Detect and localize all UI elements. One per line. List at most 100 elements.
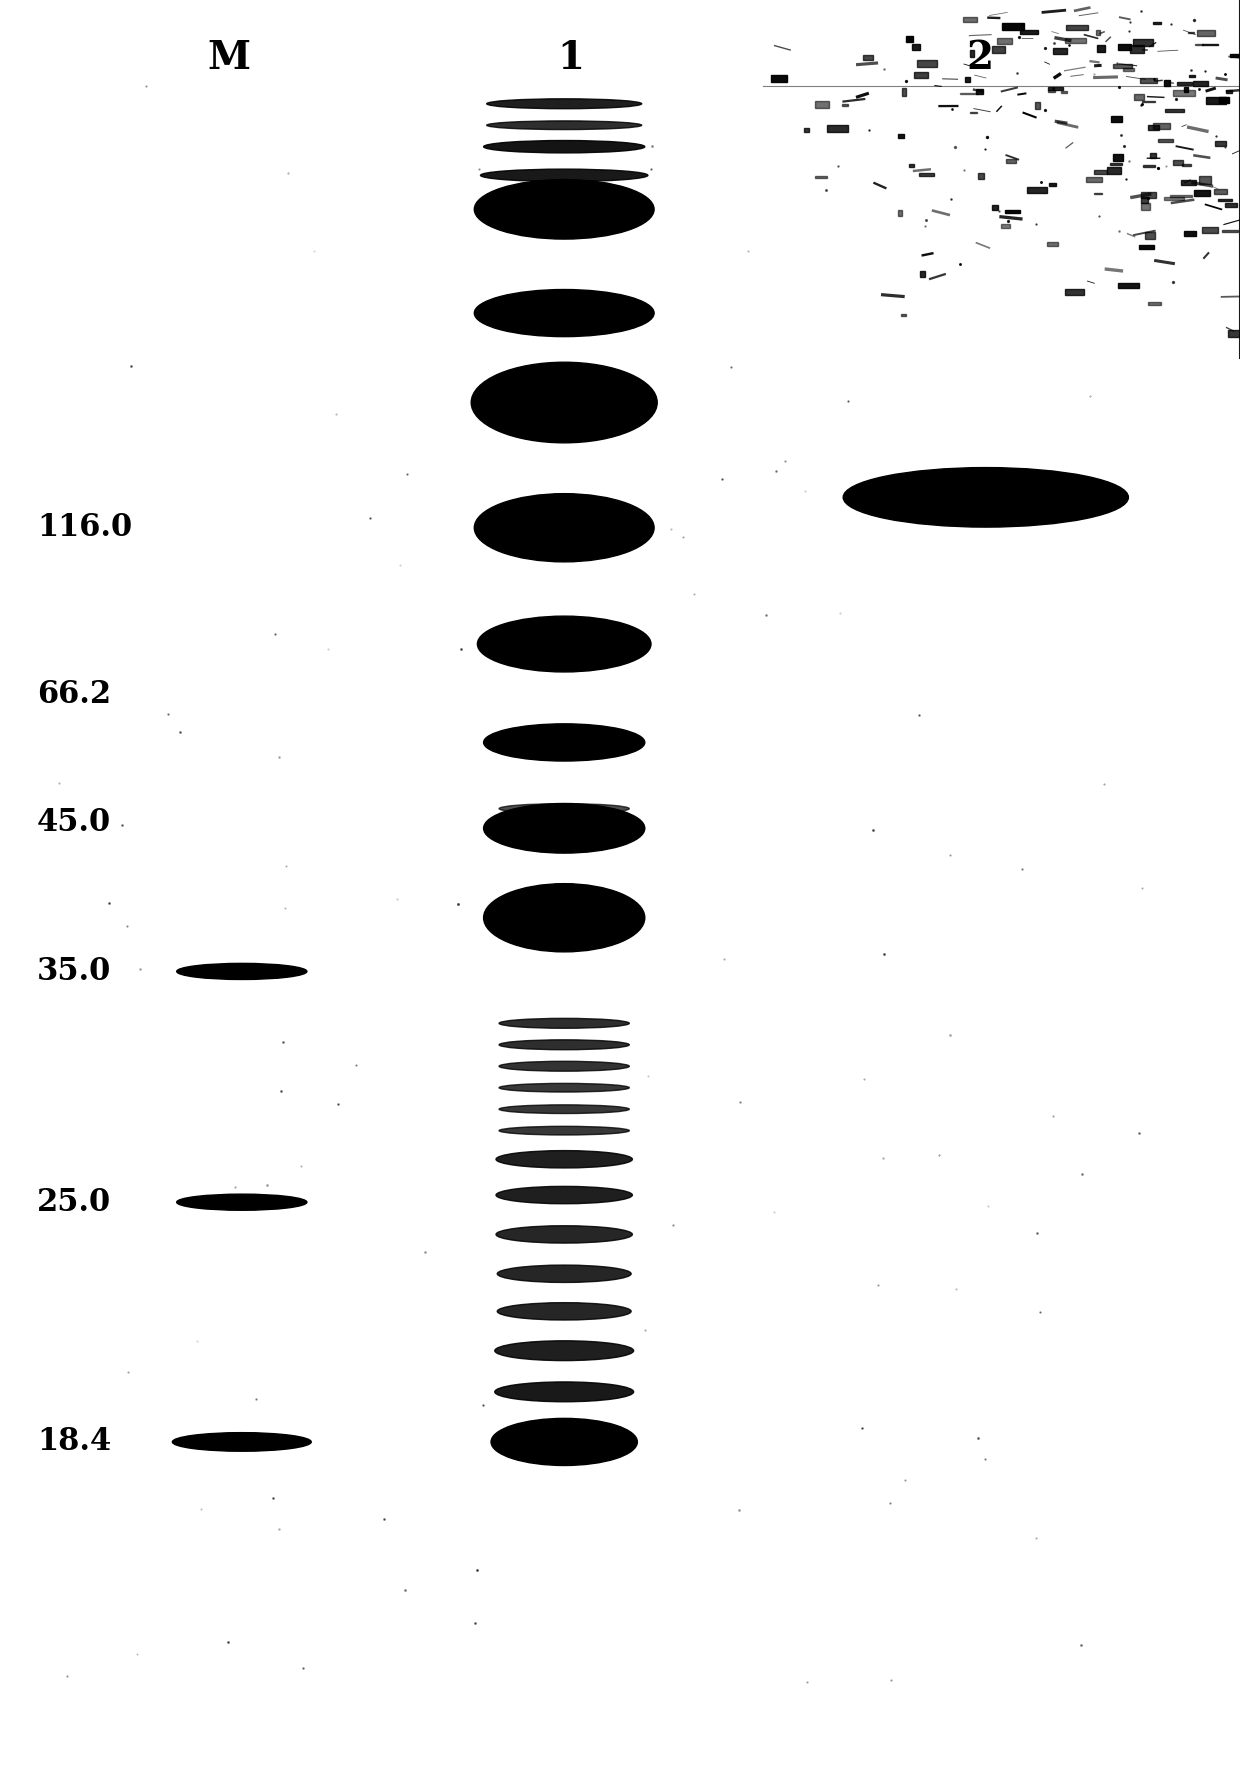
Bar [1027,186,1047,193]
Bar [1173,89,1195,97]
Bar [1107,166,1121,174]
Bar [1184,88,1188,93]
Bar [906,36,913,41]
Bar [1215,141,1225,147]
Bar [992,206,998,209]
Bar [1228,329,1240,336]
Ellipse shape [475,494,655,562]
Ellipse shape [498,1127,630,1134]
Ellipse shape [177,1193,306,1211]
Ellipse shape [497,1265,631,1283]
Bar [1048,86,1064,89]
Ellipse shape [495,1340,634,1361]
Ellipse shape [498,1106,630,1113]
Bar [1193,81,1208,86]
Bar [1048,89,1054,93]
Ellipse shape [475,179,655,240]
Ellipse shape [477,615,651,673]
Bar [1094,170,1107,174]
Ellipse shape [471,361,657,444]
Bar [1199,177,1211,184]
Bar [1151,154,1156,157]
Ellipse shape [497,1302,631,1320]
Bar [1164,197,1184,200]
Bar [1065,38,1085,43]
Bar [1230,54,1240,57]
Bar [1110,163,1122,165]
Ellipse shape [496,1186,632,1204]
Bar [903,88,906,97]
Ellipse shape [495,1381,634,1403]
Bar [976,89,983,93]
Bar [1171,195,1192,197]
Bar [1053,48,1066,54]
Ellipse shape [496,1225,632,1243]
Bar [966,77,970,82]
Bar [978,174,983,179]
Bar [816,100,828,107]
Bar [1153,21,1161,23]
Bar [827,125,848,132]
Bar [997,39,1012,45]
Bar [1130,45,1143,52]
Ellipse shape [843,467,1128,528]
Ellipse shape [484,884,645,952]
Bar [1112,154,1123,161]
Ellipse shape [484,803,645,853]
Bar [898,209,901,216]
Ellipse shape [498,1039,630,1050]
Bar [909,163,914,168]
Ellipse shape [498,1018,630,1029]
Bar [1086,177,1102,182]
Ellipse shape [484,725,645,760]
Bar [1007,159,1016,163]
Bar [842,104,848,106]
Bar [1148,125,1158,131]
Text: 66.2: 66.2 [37,678,112,710]
Bar [1141,191,1156,199]
Bar [1164,81,1169,86]
Bar [1182,165,1190,166]
Bar [1049,182,1056,186]
Bar [900,313,906,317]
Bar [914,72,929,77]
Bar [1194,190,1210,197]
Text: M: M [208,39,250,77]
Bar [1225,202,1236,208]
Text: 116.0: 116.0 [37,512,133,544]
Bar [1173,161,1183,165]
Bar [1142,197,1148,202]
Text: 45.0: 45.0 [37,807,112,839]
Bar [1061,91,1068,93]
Bar [1158,140,1173,141]
Bar [970,50,975,57]
Bar [1148,302,1162,306]
Ellipse shape [498,1061,630,1072]
Bar [916,59,936,66]
Ellipse shape [498,1084,630,1091]
Bar [1203,227,1218,234]
Bar [1133,95,1145,100]
Ellipse shape [484,141,645,152]
Bar [1096,45,1105,52]
Bar [804,129,810,132]
Bar [1140,245,1154,249]
Bar [992,47,1004,52]
Bar [1226,89,1233,93]
Bar [1035,102,1040,109]
Bar [1096,30,1100,36]
Bar [1065,288,1084,295]
Bar [1133,39,1153,47]
Bar [1214,190,1228,195]
Ellipse shape [486,122,642,129]
Bar [771,75,787,82]
Text: 2: 2 [966,39,993,77]
Ellipse shape [177,962,306,980]
Text: 1: 1 [557,39,584,77]
Bar [1145,233,1156,240]
Bar [1205,97,1226,104]
Bar [1019,30,1038,34]
Bar [1111,116,1122,122]
Bar [1164,109,1184,113]
Bar [1114,64,1132,68]
